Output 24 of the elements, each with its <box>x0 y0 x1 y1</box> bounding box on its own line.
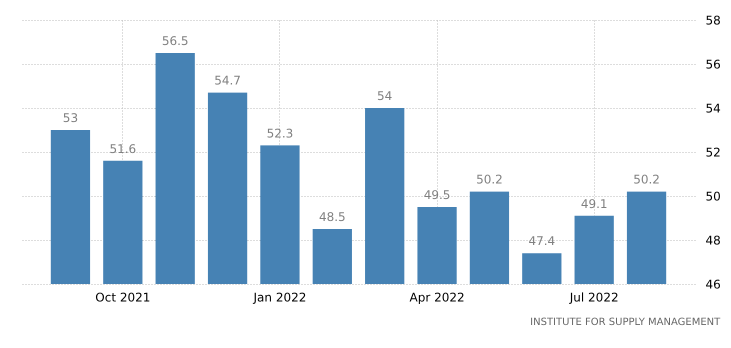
x-tick-label: Oct 2021 <box>95 290 150 304</box>
x-tick-label: Jul 2022 <box>568 290 619 304</box>
text: INSTITUTE FOR SUPPLY MANAGEMENT <box>530 317 722 328</box>
data-label: 56.5 <box>162 34 189 48</box>
data-label: 52.3 <box>266 126 294 140</box>
x-tick-label: Jan 2022 <box>252 290 306 304</box>
data-label: 47.4 <box>528 234 556 248</box>
data-label: 50.2 <box>633 172 660 187</box>
data-label: 51.6 <box>109 142 136 156</box>
y-tick-label: 50 <box>706 190 721 204</box>
data-label: 50.2 <box>476 172 503 187</box>
y-tick-label: 48 <box>706 234 721 248</box>
data-label: 49.1 <box>580 196 608 211</box>
data-label: 54 <box>377 89 392 103</box>
x-tick-label: Apr 2022 <box>410 290 465 304</box>
y-tick-label: 56 <box>706 58 721 72</box>
y-tick-label: 54 <box>706 102 721 116</box>
data-label: 48.5 <box>318 210 346 224</box>
y-tick-label: 52 <box>706 146 721 160</box>
data-label: 53 <box>62 111 78 125</box>
y-tick-label: 58 <box>706 14 721 28</box>
data-label: 54.7 <box>214 74 241 88</box>
data-label: 49.5 <box>424 188 450 202</box>
y-tick-label: 46 <box>706 278 721 292</box>
